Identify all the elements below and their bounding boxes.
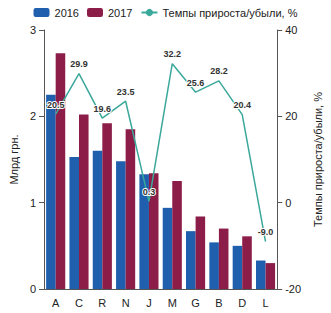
svg-text:Млрд грн.: Млрд грн. <box>8 134 20 184</box>
svg-text:Темпы прироста/убыли, %: Темпы прироста/убыли, % <box>162 7 297 19</box>
svg-text:C: C <box>75 297 83 309</box>
svg-text:1: 1 <box>30 197 36 209</box>
svg-text:J: J <box>146 297 152 309</box>
svg-text:20.4: 20.4 <box>233 100 251 110</box>
svg-text:G: G <box>191 297 200 309</box>
svg-text:A: A <box>52 297 60 309</box>
svg-text:L: L <box>262 297 268 309</box>
svg-text:0: 0 <box>30 283 36 295</box>
svg-text:N: N <box>122 297 130 309</box>
svg-text:32.2: 32.2 <box>164 49 182 59</box>
svg-text:M: M <box>168 297 177 309</box>
svg-text:3: 3 <box>30 24 36 36</box>
svg-text:B: B <box>215 297 222 309</box>
svg-text:19.6: 19.6 <box>94 104 112 114</box>
svg-text:Темпы прироста/убыли, %: Темпы прироста/убыли, % <box>312 92 324 227</box>
svg-text:0.3: 0.3 <box>143 187 156 197</box>
svg-text:25.6: 25.6 <box>187 78 205 88</box>
svg-text:0: 0 <box>285 197 291 209</box>
svg-text:29.9: 29.9 <box>70 59 88 69</box>
svg-text:R: R <box>98 297 106 309</box>
svg-text:-9.0: -9.0 <box>258 227 274 237</box>
svg-text:D: D <box>238 297 246 309</box>
svg-text:23.5: 23.5 <box>117 87 135 97</box>
svg-text:20: 20 <box>285 110 297 122</box>
svg-text:-20: -20 <box>285 283 301 295</box>
svg-text:40: 40 <box>285 24 297 36</box>
svg-text:2: 2 <box>30 110 36 122</box>
svg-text:2017: 2017 <box>108 7 132 19</box>
svg-text:28.2: 28.2 <box>210 66 228 76</box>
svg-text:20.5: 20.5 <box>47 100 65 110</box>
svg-text:2016: 2016 <box>55 7 79 19</box>
